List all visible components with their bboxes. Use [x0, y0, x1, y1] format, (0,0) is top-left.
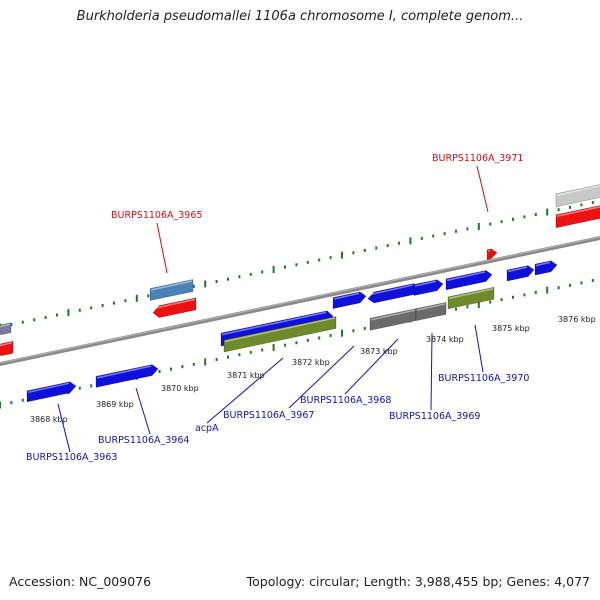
gene-label[interactable]: BURPS1106A_3967	[223, 410, 314, 421]
gene-arrow-right-edge-gray-shine	[556, 185, 600, 196]
leader-line	[288, 345, 355, 409]
leader-line	[135, 387, 151, 435]
gene-arrow-BURPS1106A_3971-shine	[487, 249, 491, 252]
tick-label: 3876 kbp	[558, 315, 596, 324]
gene-label[interactable]: BURPS1106A_3964	[98, 435, 189, 446]
pseudo-3968-shine	[370, 309, 416, 321]
leader-line	[206, 357, 284, 424]
gene-arrow-BURPS1106A_3969-shine	[414, 280, 437, 287]
tick-label: 3868 kbp	[30, 415, 68, 424]
genome-summary-text: Topology: circular; Length: 3,988,455 bp…	[246, 574, 590, 589]
tick-label: 3873 kbp	[360, 347, 398, 356]
cds-3970[interactable]	[447, 286, 495, 310]
accession-text: Accession: NC_009076	[9, 574, 152, 589]
gene-arrow-right-edge-red[interactable]	[555, 204, 600, 229]
backbone-highlight	[0, 236, 600, 364]
tick-labels: 3868 kbp 3869 kbp 3870 kbp 3871 kbp 3872 kbp…	[30, 315, 596, 424]
tick-label: 3870 kbp	[161, 384, 199, 393]
gene-label[interactable]: BURPS1106A_3969	[389, 411, 480, 422]
upper-tick-row	[0, 201, 594, 331]
gene-arrow-BURPS1106A_3967[interactable]	[332, 291, 367, 309]
gene-arrow-BURPS1106A_3964[interactable]	[95, 364, 159, 388]
tick-label: 3869 kbp	[96, 400, 134, 409]
gene-labels: BURPS1106A_3963 BURPS1106A_3964 BURPS1106A…	[26, 153, 529, 463]
cds-acpA-shine	[224, 317, 336, 343]
tick-label: 3875 kbp	[492, 324, 530, 333]
map-title: Burkholderia pseudomallei 1106a chromoso…	[76, 9, 524, 24]
gene-arrow-left-edge[interactable]	[0, 322, 12, 336]
gene-arrow-acpA-shine	[221, 311, 327, 336]
gene-label[interactable]: BURPS1106A_3970	[438, 373, 529, 384]
tick-label: 3871 kbp	[227, 371, 265, 380]
gene-arrow-BURPS1106A_3970-shine	[446, 271, 486, 282]
gene-label[interactable]: BURPS1106A_3965	[111, 210, 202, 221]
gene-arrow-BURPS1106A_3963[interactable]	[26, 381, 77, 403]
gene-label[interactable]: BURPS1106A_3963	[26, 452, 117, 463]
gene-arrow-3972[interactable]	[534, 260, 558, 276]
leader-line	[476, 165, 489, 213]
gene-arrow-BURPS1106A_3968-shine	[368, 284, 414, 296]
gene-arrow-left-edge-red-shine	[0, 342, 13, 347]
gene-arrow-BURPS1106A_3965-shine	[153, 298, 196, 310]
gene-arrow-BURPS1106A_3970[interactable]	[445, 270, 493, 291]
gene-arrow-left-edge-red[interactable]	[0, 340, 14, 357]
leader-line	[344, 338, 399, 395]
gene-arrow-BURPS1106A_3964-shine	[96, 365, 152, 379]
gene-arrow-BURPS1106A_3969[interactable]	[413, 279, 444, 296]
leader-line	[156, 222, 168, 274]
gene-arrow-3972-shine	[535, 261, 551, 267]
label-leader-lines	[57, 165, 489, 453]
gene-arrow-3971b-shine	[507, 266, 528, 273]
pseudo-3969[interactable]	[415, 301, 447, 322]
gene-label[interactable]: BURPS1106A_3968	[300, 395, 391, 406]
gene-arrow-left-edge-shine	[0, 323, 11, 328]
gene-arrow-BURPS1106A_3971[interactable]	[486, 248, 498, 261]
chromosome-backbone	[0, 235, 600, 367]
cds-acpA[interactable]	[223, 316, 337, 353]
gene-arrow-3971b[interactable]	[506, 265, 535, 282]
gene-arrow-BURPS1106A_3967-shine	[333, 292, 360, 300]
tick-label: 3874 kbp	[426, 335, 464, 344]
gene-arrow-right-edge-red-shine	[556, 206, 600, 217]
leader-line	[430, 332, 433, 411]
rna-3965-shine	[150, 280, 193, 291]
gene-arrow-BURPS1106A_3963-shine	[27, 382, 70, 394]
tick-label: 3872 kbp	[292, 358, 330, 367]
pseudo-3969-shine	[416, 303, 446, 311]
cds-3970-shine	[448, 288, 494, 300]
leader-line	[57, 403, 71, 453]
gene-label[interactable]: acpA	[195, 423, 219, 434]
feature-track	[0, 183, 600, 403]
gene-arrow-BURPS1106A_3965[interactable]	[152, 297, 197, 318]
rna-3965[interactable]	[149, 279, 194, 301]
gene-arrow-right-edge-gray[interactable]	[555, 183, 600, 208]
backbone-line	[0, 235, 600, 367]
gene-label[interactable]: BURPS1106A_3971	[432, 153, 523, 164]
leader-line	[474, 324, 484, 373]
gene-arrow-BURPS1106A_3968[interactable]	[367, 283, 415, 304]
